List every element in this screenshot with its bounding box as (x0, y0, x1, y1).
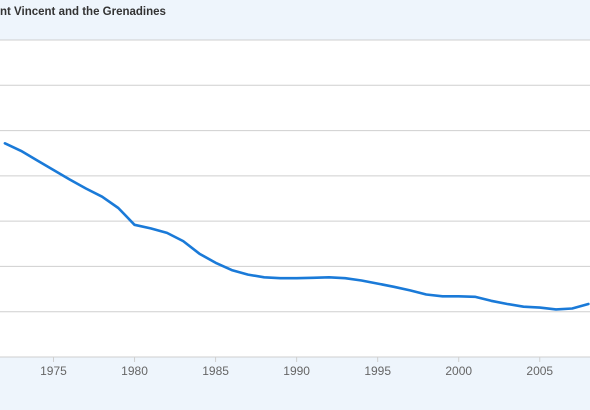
series-line (3, 142, 590, 311)
x-tick-label: 1980 (121, 364, 148, 378)
x-tick-label: 2005 (526, 364, 553, 378)
x-tick-label: 1985 (202, 364, 229, 378)
x-tick-label: 1995 (364, 364, 391, 378)
plot-area (0, 40, 590, 357)
x-tick-label: 1990 (283, 364, 310, 378)
chart-title: nt Vincent and the Grenadines (0, 6, 166, 18)
x-tick-label: 2000 (445, 364, 472, 378)
x-tick-label: 1975 (40, 364, 67, 378)
